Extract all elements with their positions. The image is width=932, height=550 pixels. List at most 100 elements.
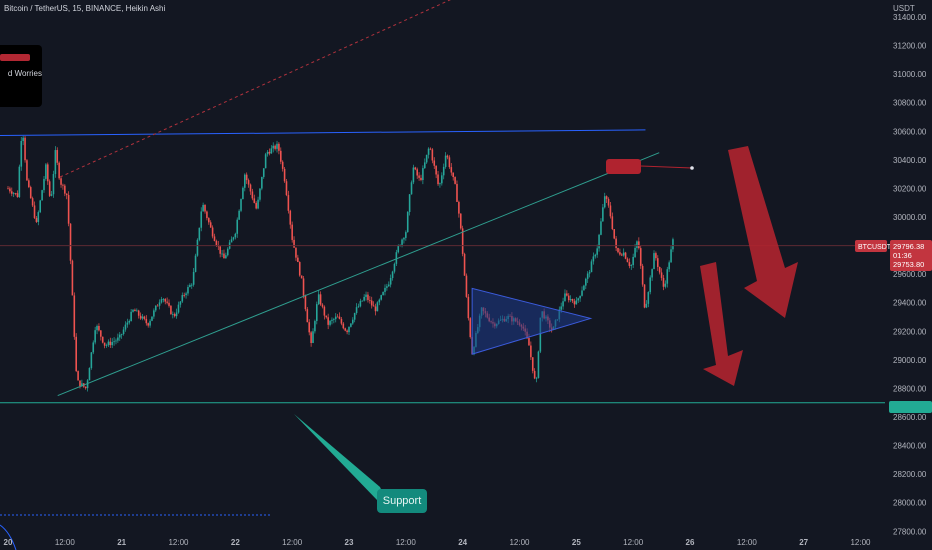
candle-body — [139, 315, 142, 319]
price-axis[interactable]: 31400.00 31200.00 31000.00 30800.00 30600.00… — [893, 4, 927, 536]
candle — [141, 314, 144, 321]
candle — [52, 170, 55, 198]
candle — [170, 304, 172, 315]
candle-body — [372, 305, 375, 307]
candle-body — [444, 155, 447, 167]
candle-body — [208, 218, 210, 223]
candle-body — [619, 252, 621, 255]
candle-body — [175, 312, 178, 317]
candle-body — [86, 380, 89, 389]
candle-body — [295, 247, 297, 258]
symbol-tag-text: BTCUSDT — [858, 244, 892, 251]
candle-body — [96, 325, 98, 331]
candle — [128, 319, 131, 325]
candle — [45, 163, 47, 181]
candle-body — [645, 303, 648, 308]
candle — [118, 331, 121, 342]
candle-body — [272, 145, 275, 149]
candle — [583, 284, 585, 291]
candle — [279, 147, 282, 165]
candle-body — [45, 164, 47, 179]
candle-body — [649, 277, 652, 293]
time-axis[interactable]: 20 12:00 21 12:00 22 12:00 23 12:00 24 12:00 25 12:… — [4, 538, 872, 547]
candle — [175, 308, 178, 319]
current-price-label: 29796.38 — [893, 242, 924, 251]
candle-body — [206, 211, 208, 219]
candle-body — [54, 150, 57, 175]
symbol-legend[interactable]: Bitcoin / TetherUS, 15, BINANCE, Heikin … — [4, 4, 165, 13]
candle — [602, 204, 604, 222]
candle — [92, 340, 95, 355]
candle-body — [588, 272, 591, 274]
news-widget[interactable]: d Worries — [0, 45, 42, 107]
candle-body — [279, 150, 282, 162]
news-badge — [0, 54, 30, 61]
candle — [226, 247, 229, 257]
candle — [598, 233, 600, 252]
candle — [645, 300, 648, 309]
candle-body — [397, 245, 400, 253]
candle-body — [653, 253, 655, 270]
candle-body — [251, 191, 254, 199]
candle-body — [84, 386, 87, 389]
support-callout[interactable]: Support — [377, 489, 427, 513]
candle — [268, 148, 271, 156]
candle-body — [609, 205, 612, 217]
candle — [577, 297, 580, 303]
candle-body — [351, 319, 354, 324]
candle — [626, 257, 629, 263]
candle — [422, 165, 424, 185]
time-tick-label: 25 — [572, 538, 581, 547]
candle — [336, 314, 339, 318]
candle-body — [308, 322, 311, 333]
candle-body — [643, 284, 646, 308]
candle-body — [314, 321, 316, 332]
candle-body — [594, 254, 597, 257]
candle-body — [117, 337, 119, 341]
candle — [16, 190, 19, 198]
candle — [456, 180, 458, 203]
candle — [537, 350, 540, 379]
candle-body — [530, 345, 532, 358]
candle-body — [598, 234, 600, 249]
candle — [672, 237, 674, 253]
candle-body — [600, 221, 602, 235]
candle — [304, 294, 307, 312]
candle-body — [249, 184, 252, 192]
candle-body — [145, 318, 148, 324]
candle — [75, 333, 77, 373]
candle-body — [172, 314, 174, 315]
candle — [306, 307, 309, 323]
candle — [590, 259, 593, 273]
candle-body — [192, 271, 195, 285]
candle — [658, 266, 661, 275]
candle — [181, 292, 184, 303]
candle — [33, 201, 36, 219]
candle-body — [257, 199, 259, 209]
candle — [300, 275, 303, 279]
candle-body — [297, 257, 299, 263]
candle-body — [130, 311, 132, 321]
candle-body — [90, 352, 93, 369]
candle-body — [416, 169, 418, 176]
candle-body — [346, 330, 348, 333]
price-tick-label: 30800.00 — [893, 99, 927, 108]
candle — [177, 301, 180, 314]
candle-body — [46, 164, 49, 182]
candle-body — [431, 149, 434, 161]
candle-body — [454, 177, 456, 184]
candle — [319, 291, 322, 306]
note-connector — [640, 165, 693, 169]
candle — [22, 135, 24, 146]
candle — [255, 201, 257, 210]
time-tick-label: 21 — [117, 538, 126, 547]
candle-body — [461, 228, 464, 254]
candle — [427, 147, 430, 159]
candle-body — [408, 194, 411, 213]
candle — [643, 284, 646, 309]
price-tick-label: 30400.00 — [893, 156, 927, 165]
candle — [31, 196, 34, 207]
candle — [592, 252, 595, 265]
candle-body — [291, 224, 293, 240]
